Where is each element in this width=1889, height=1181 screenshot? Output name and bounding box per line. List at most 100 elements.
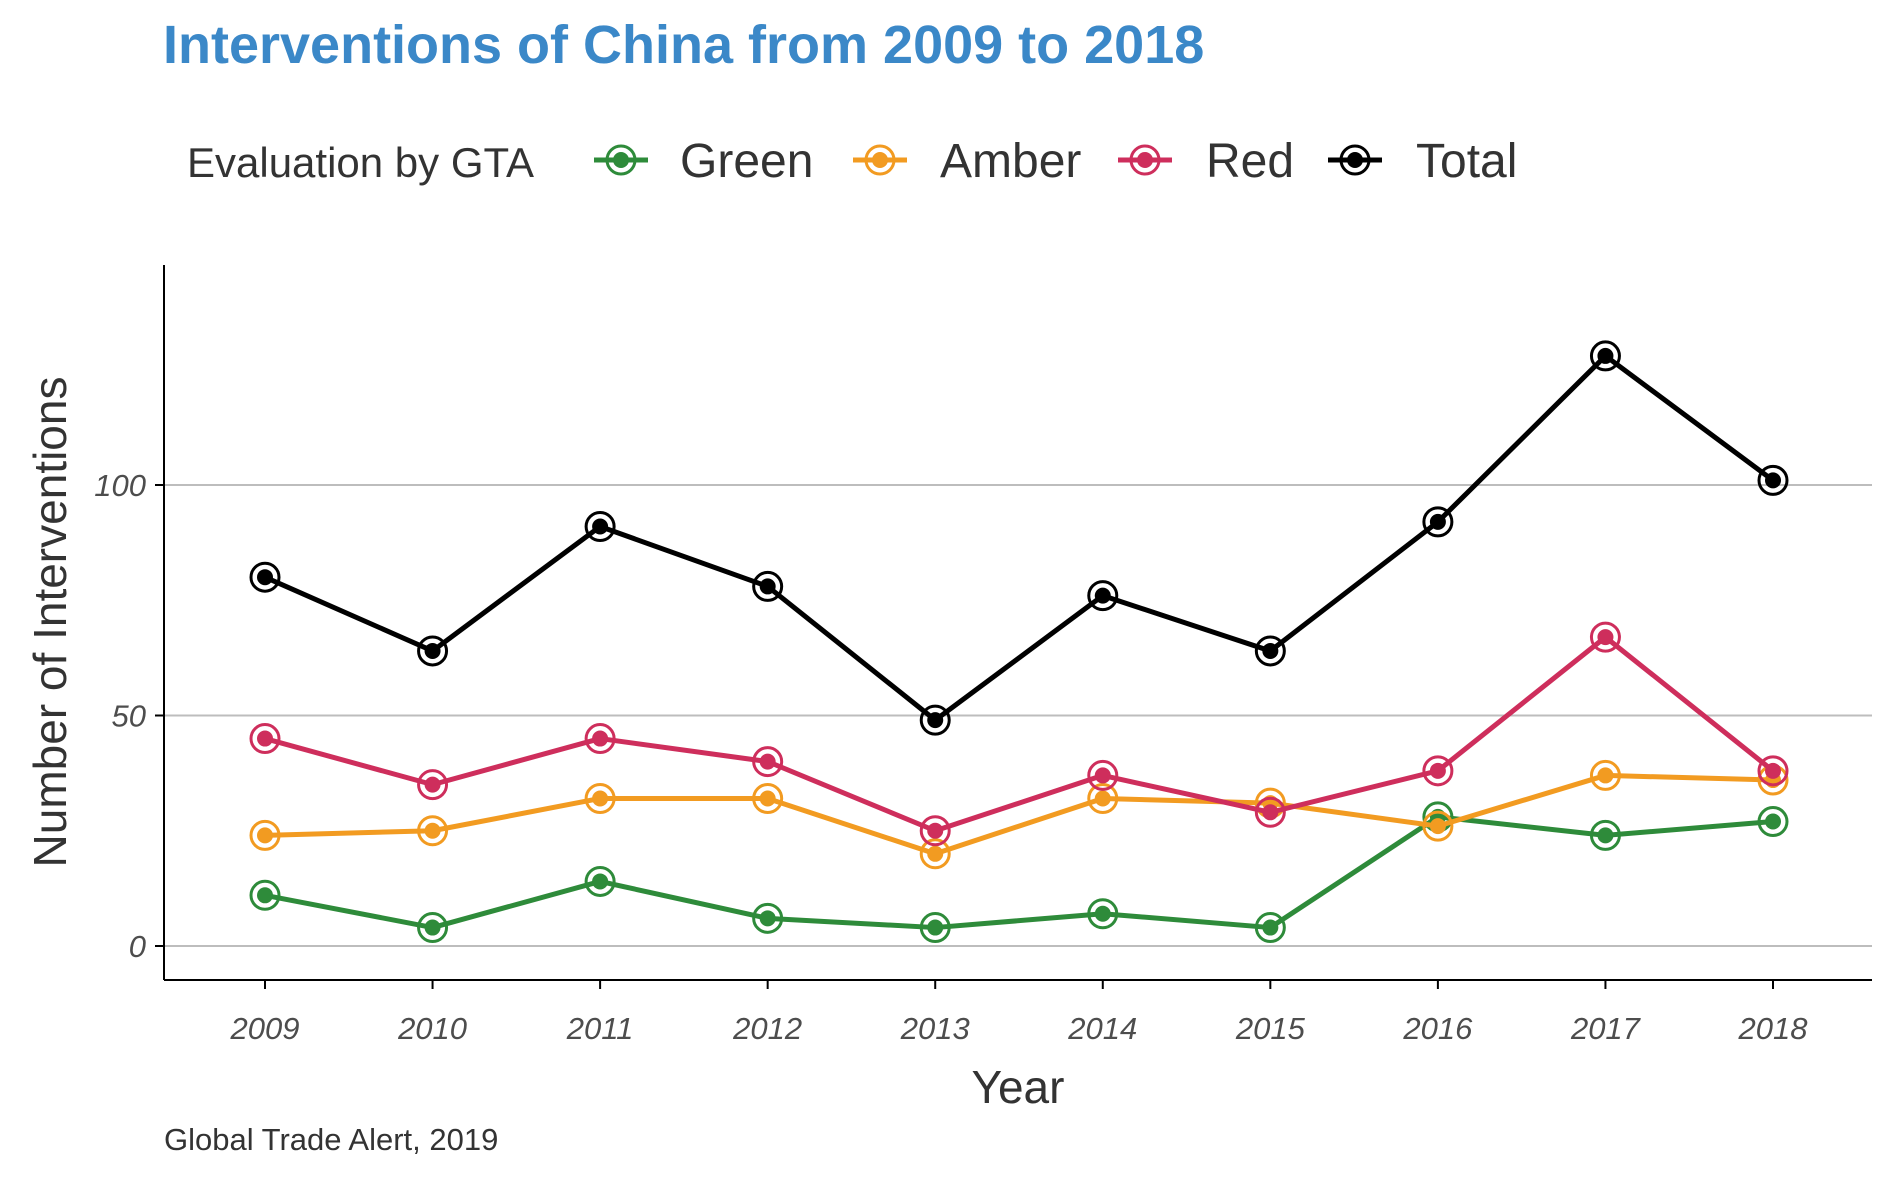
legend-title: Evaluation by GTA [187,139,534,186]
data-point-total-2014 [1087,580,1119,612]
point-dot [592,730,609,747]
legend-key-ring-green [605,144,637,176]
x-tick-label: 2013 [900,1011,970,1046]
point-ring [584,510,616,542]
point-dot [759,910,776,927]
point-ring [919,838,951,870]
point-dot [424,776,441,793]
point-dot [759,578,776,595]
point-ring [1589,759,1621,791]
data-point-green-2012 [752,902,784,934]
data-point-amber-2017 [1589,759,1621,791]
y-tick-label: 0 [129,929,146,964]
point-dot [592,790,609,807]
legend-label-green: Green [680,135,813,188]
x-tick-label: 2009 [230,1011,300,1046]
legend-key-ring-amber [864,144,896,176]
point-dot [1094,767,1111,784]
data-point-red-2011 [584,723,616,755]
data-point-green-2017 [1589,819,1621,851]
point-ring [752,746,784,778]
y-axis-ticks: 0 50 100 [94,468,164,964]
data-point-amber-2013 [919,838,951,870]
legend: Evaluation by GTA Green Amber Red Total [187,135,1517,188]
point-dot [927,919,944,936]
legend-item-amber: Amber [853,135,1081,188]
point-ring [1422,506,1454,538]
point-ring [1589,340,1621,372]
point-ring [584,865,616,897]
y-tick-label: 100 [94,468,146,503]
point-dot [1765,472,1781,489]
legend-key-ring-red [1129,144,1161,176]
legend-key-dot-red [1137,152,1153,168]
point-ring [752,902,784,934]
point-dot [1094,587,1111,604]
x-axis-ticks: 2009 2010 2011 2012 2013 2014 2015 2016 2017 2018 [230,980,1809,1046]
point-ring [1757,755,1789,787]
y-axis-title: Number of Interventions [24,377,76,868]
x-tick-label: 2017 [1570,1011,1642,1046]
point-dot [1429,762,1446,779]
point-ring [1087,782,1119,814]
point-ring [1589,819,1621,851]
series-line-total [262,353,1776,723]
data-point-red-2014 [1087,759,1119,791]
point-ring [1757,806,1789,838]
point-ring [249,723,281,755]
data-point-red-2017 [1589,621,1621,653]
x-tick-label: 2014 [1067,1011,1137,1046]
data-point-total-2012 [752,570,784,602]
series-line-red [262,634,1776,834]
data-point-amber-2014 [1087,782,1119,814]
point-dot [1597,767,1614,784]
series-red [249,621,1789,847]
legend-key-ring-total [1339,144,1371,176]
series-layer [249,340,1789,944]
data-point-red-2015 [1254,796,1286,828]
data-point-red-2013 [919,815,951,847]
series-green [249,801,1789,944]
x-tick-label: 2012 [732,1011,802,1046]
point-dot [927,845,944,862]
x-axis-title: Year [972,1061,1065,1113]
legend-key-dot-total [1347,152,1363,168]
legend-item-red: Red [1118,135,1294,188]
point-dot [424,642,441,659]
point-ring [1087,580,1119,612]
gridlines [164,484,1872,947]
point-dot [257,887,273,904]
point-ring [1087,759,1119,791]
data-point-total-2013 [919,704,951,736]
legend-label-red: Red [1206,135,1294,188]
point-dot [1429,513,1446,530]
point-dot [1094,905,1111,922]
point-dot [927,822,944,839]
data-point-green-2015 [1254,912,1286,944]
x-tick-label: 2015 [1235,1011,1306,1046]
data-point-red-2010 [417,769,449,801]
data-point-red-2016 [1422,755,1454,787]
data-point-amber-2009 [249,819,281,851]
point-dot [424,822,441,839]
data-point-green-2009 [249,879,281,911]
data-point-red-2009 [249,723,281,755]
point-dot [927,712,944,729]
point-ring [919,912,951,944]
data-point-green-2018 [1757,806,1789,838]
point-dot [759,753,776,770]
data-point-total-2011 [584,510,616,542]
point-ring [417,912,449,944]
data-point-green-2010 [417,912,449,944]
data-point-red-2018 [1757,755,1789,787]
legend-label-amber: Amber [940,135,1081,188]
data-point-amber-2011 [584,782,616,814]
data-point-green-2011 [584,865,616,897]
point-dot [1597,827,1614,844]
data-point-total-2016 [1422,506,1454,538]
legend-label-total: Total [1416,135,1517,188]
point-ring [1254,912,1286,944]
point-ring [919,704,951,736]
x-tick-label: 2018 [1738,1011,1809,1046]
